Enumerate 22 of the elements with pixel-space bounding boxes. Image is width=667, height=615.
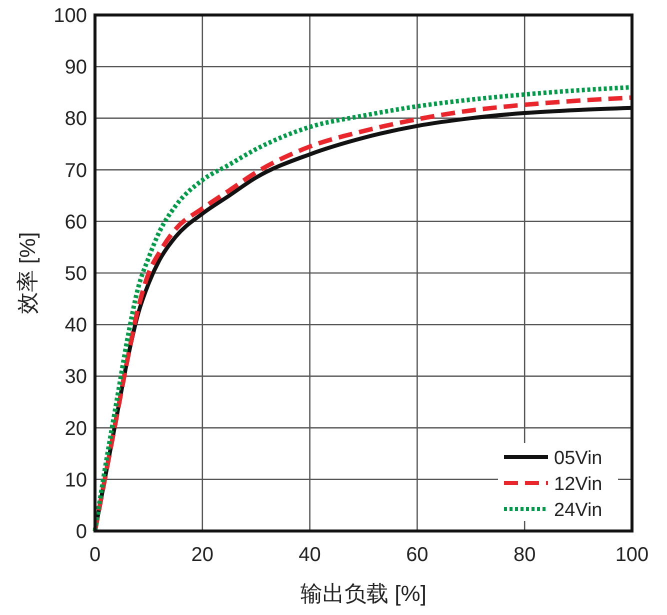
y-tick-label: 60 xyxy=(64,211,87,234)
y-tick-label: 10 xyxy=(64,469,87,492)
y-tick-label: 80 xyxy=(64,108,87,130)
y-tick-label: 0 xyxy=(76,521,87,543)
x-tick-label: 0 xyxy=(89,544,101,566)
x-tick-label: 60 xyxy=(406,544,428,566)
y-axis-title: 效率 [%] xyxy=(15,232,40,314)
legend-label: 12Vin xyxy=(554,474,602,495)
y-tick-label: 50 xyxy=(64,263,87,285)
x-axis-title: 输出负载 [%] xyxy=(300,581,426,606)
x-tick-label: 80 xyxy=(513,544,536,566)
legend-label: 05Vin xyxy=(554,448,602,469)
y-tick-label: 40 xyxy=(64,314,87,337)
y-tick-label: 20 xyxy=(64,418,87,440)
y-tick-label: 70 xyxy=(64,160,87,182)
x-tick-label: 100 xyxy=(615,544,649,566)
y-tick-label: 100 xyxy=(54,5,87,27)
x-tick-label: 40 xyxy=(298,544,321,566)
y-tick-label: 30 xyxy=(64,366,87,388)
y-tick-label: 90 xyxy=(64,56,87,79)
legend-label: 24Vin xyxy=(554,500,602,521)
x-tick-label: 20 xyxy=(191,544,214,566)
